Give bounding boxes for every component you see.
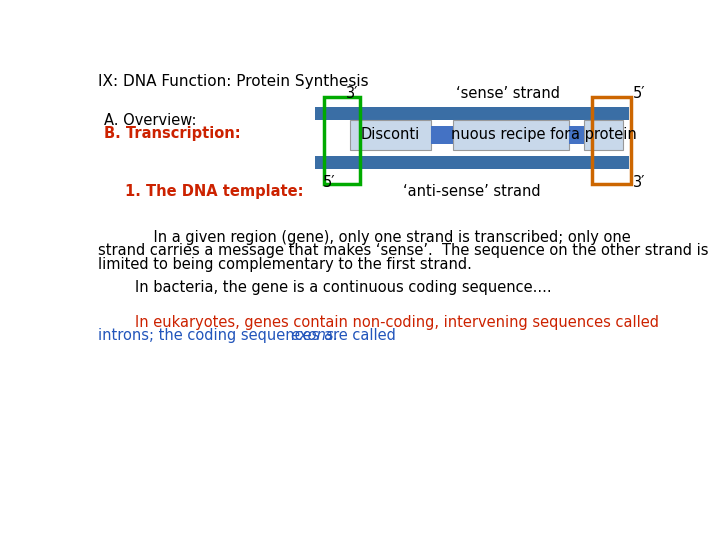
Bar: [453, 120, 569, 150]
Text: nuous recipe for: nuous recipe for: [451, 127, 570, 143]
Text: exons.: exons.: [290, 328, 338, 343]
Text: 1. The DNA template:: 1. The DNA template:: [125, 184, 303, 199]
Text: 3′: 3′: [632, 175, 645, 190]
Text: IX: DNA Function: Protein Synthesis: IX: DNA Function: Protein Synthesis: [98, 74, 369, 89]
Bar: [569, 126, 585, 144]
Bar: [431, 126, 453, 144]
Text: In eukaryotes, genes contain non-coding, intervening sequences called: In eukaryotes, genes contain non-coding,…: [98, 315, 659, 330]
Text: 3′: 3′: [346, 86, 359, 101]
Bar: [585, 120, 624, 150]
Text: 5′: 5′: [323, 175, 335, 190]
Text: ‘anti-sense’ strand: ‘anti-sense’ strand: [403, 184, 541, 199]
Text: strand carries a message that makes ‘sense’.  The sequence on the other strand i: strand carries a message that makes ‘sen…: [98, 244, 708, 259]
Text: ‘sense’ strand: ‘sense’ strand: [456, 86, 559, 101]
Text: A. Overview:: A. Overview:: [104, 112, 197, 127]
Bar: [315, 156, 629, 168]
Text: B. Transcription:: B. Transcription:: [104, 126, 240, 141]
Bar: [324, 97, 360, 184]
Text: Disconti: Disconti: [361, 127, 420, 143]
Bar: [593, 97, 631, 184]
Bar: [315, 107, 629, 120]
Text: introns; the coding sequences are called: introns; the coding sequences are called: [98, 328, 400, 343]
Text: a protein: a protein: [571, 127, 636, 143]
Text: In bacteria, the gene is a continuous coding sequence....: In bacteria, the gene is a continuous co…: [98, 280, 552, 295]
Bar: [350, 120, 431, 150]
Text: limited to being complementary to the first strand.: limited to being complementary to the fi…: [98, 256, 472, 272]
Text: 5′: 5′: [632, 86, 645, 101]
Text: In a given region (gene), only one strand is transcribed; only one: In a given region (gene), only one stran…: [98, 231, 631, 245]
